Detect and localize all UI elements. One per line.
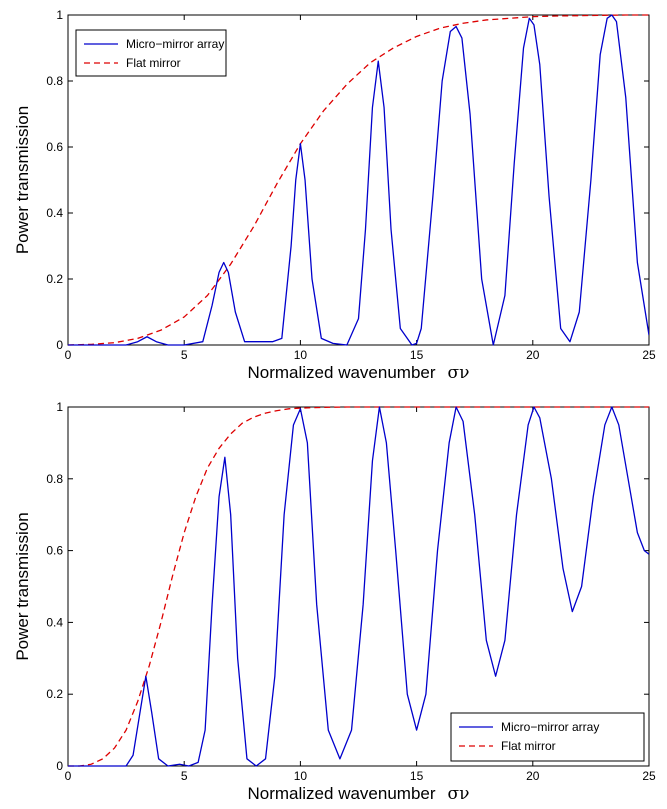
x-tick-label: 0 bbox=[65, 769, 72, 783]
legend-entry-label: Micro−mirror array bbox=[126, 37, 224, 51]
y-axis-label: Power transmission bbox=[13, 512, 32, 660]
series-line-flat-mirror bbox=[68, 406, 649, 767]
y-tick-label: 0.8 bbox=[46, 472, 63, 486]
y-tick-label: 1 bbox=[56, 400, 63, 414]
x-tick-label: 15 bbox=[410, 769, 424, 783]
chart-panel-2: 0 5 10 15 20 25 0 0.2 0.4 0.6 0.8 1 Normalized waven… bbox=[13, 400, 656, 804]
x-tick-label: 5 bbox=[181, 348, 188, 362]
x-tick-label: 20 bbox=[526, 348, 540, 362]
y-tick-label: 0.4 bbox=[46, 206, 63, 220]
series-line-flat-mirror bbox=[68, 14, 649, 346]
x-tick-label: 10 bbox=[294, 348, 308, 362]
y-tick-label: 0.2 bbox=[46, 272, 63, 286]
y-tick-label: 0 bbox=[56, 759, 63, 773]
y-tick-label: 0.6 bbox=[46, 140, 63, 154]
y-tick-label: 0 bbox=[56, 338, 63, 352]
legend-box bbox=[450, 712, 645, 762]
x-tick-label: 10 bbox=[294, 769, 308, 783]
series-line-micro-mirror-array bbox=[68, 406, 649, 767]
legend-entry-label: Micro−mirror array bbox=[501, 720, 599, 734]
legend-entry-label: Flat mirror bbox=[501, 739, 556, 753]
legend-entry-label: Flat mirror bbox=[126, 56, 181, 70]
y-tick-label: 0.8 bbox=[46, 74, 63, 88]
x-tick-label: 5 bbox=[181, 769, 188, 783]
x-tick-label: 0 bbox=[65, 348, 72, 362]
x-tick-label: 25 bbox=[642, 769, 656, 783]
y-tick-label: 0.4 bbox=[46, 615, 63, 629]
x-tick-label: 15 bbox=[410, 348, 424, 362]
series-line-micro-mirror-array bbox=[68, 14, 649, 346]
x-axis-label: Normalized wavenumber σν bbox=[248, 363, 470, 383]
y-axis-label: Power transmission bbox=[13, 106, 32, 254]
x-axis-label: Normalized wavenumber σν bbox=[248, 784, 470, 804]
legend: Micro−mirror array Flat mirror bbox=[450, 712, 645, 762]
y-tick-label: 0.2 bbox=[46, 687, 63, 701]
x-tick-label: 20 bbox=[526, 769, 540, 783]
y-tick-label: 0.6 bbox=[46, 544, 63, 558]
legend: Micro−mirror array Flat mirror bbox=[75, 29, 227, 77]
plot-area-frame bbox=[67, 406, 650, 767]
legend-box bbox=[75, 29, 227, 77]
x-tick-label: 25 bbox=[642, 348, 656, 362]
y-tick-label: 1 bbox=[56, 8, 63, 22]
chart-panel-1: 0 5 10 15 20 25 0 0.2 0.4 0.6 0.8 1 Normalized waven… bbox=[13, 8, 656, 383]
